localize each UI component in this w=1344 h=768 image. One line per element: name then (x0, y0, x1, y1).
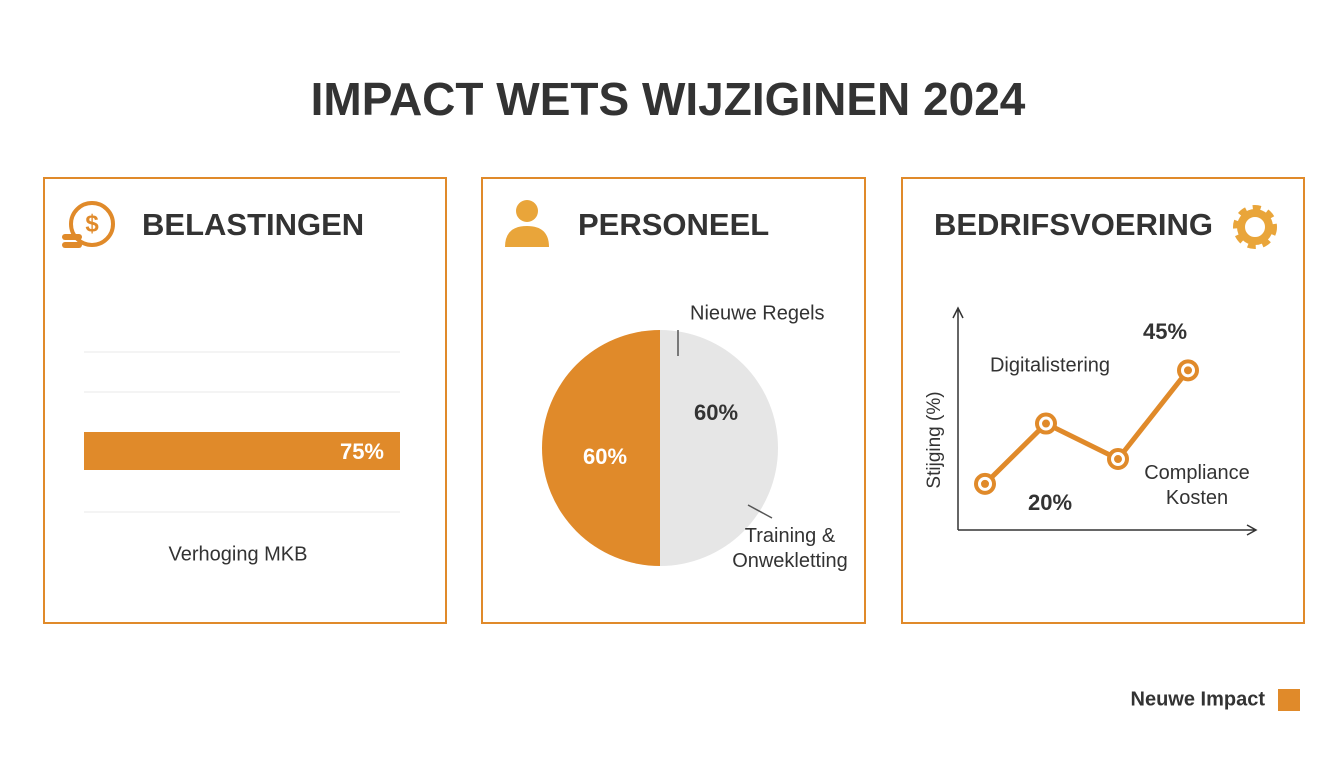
panel (901, 177, 1305, 624)
legend-swatch (1278, 689, 1300, 711)
page-title: IMPACT WETS WIJZIGINEN 2024 (311, 73, 1026, 125)
category-label: Verhoging MKB (169, 543, 308, 565)
annotation: Digitalistering (990, 354, 1110, 376)
bar (84, 432, 400, 470)
point-core (1042, 419, 1050, 428)
value-label: 60% (583, 444, 627, 469)
line (983, 368, 1190, 486)
value-label: 45% (1143, 319, 1187, 344)
panel-title: PERSONEEL (578, 207, 769, 242)
value-label: 20% (1028, 490, 1072, 515)
value-label: 75% (340, 439, 384, 464)
y-axis-label: Stijging (%) (924, 391, 945, 488)
panel-title: BEDRIFSVOERING (934, 207, 1213, 242)
category-label: Nieuwe Regels (690, 302, 825, 324)
axis (952, 306, 1258, 536)
legend-label: Neuwe Impact (1131, 688, 1266, 710)
annotation: Compliance Kosten (1144, 462, 1250, 509)
panel-title: BELASTINGEN (142, 207, 364, 242)
pie-slice (660, 330, 778, 566)
gear-icon (1233, 205, 1277, 249)
panel (481, 177, 866, 624)
svg-text:$: $ (85, 210, 99, 237)
value-label: 60% (694, 400, 738, 425)
callout-line (747, 504, 773, 519)
point-core (1184, 366, 1192, 375)
point-core (981, 479, 989, 488)
pie-slice (542, 330, 660, 566)
person-icon (505, 200, 549, 247)
point-core (1114, 455, 1122, 464)
panel (43, 177, 447, 624)
coin-icon: $ (62, 201, 115, 248)
category-label: Training & Onwekletting (732, 525, 848, 572)
